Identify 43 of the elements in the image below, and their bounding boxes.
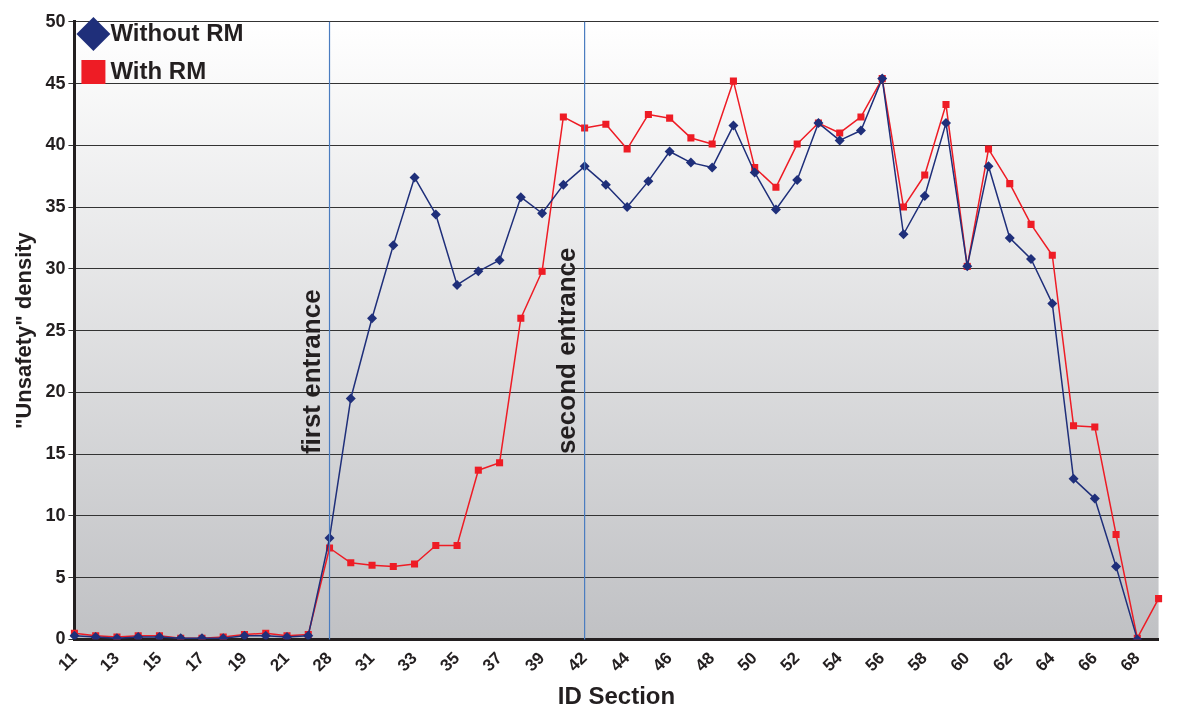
- x-tick-label: 44: [606, 647, 634, 676]
- y-tick-label: 15: [45, 443, 66, 464]
- x-tick-label: 28: [308, 648, 336, 676]
- x-tick-label: 54: [819, 647, 847, 676]
- x-tick-label: 58: [904, 648, 931, 676]
- x-tick-label: 48: [691, 648, 719, 676]
- x-tick-label: 15: [138, 648, 166, 676]
- y-tick-label: 20: [45, 381, 66, 402]
- x-tick-label: 46: [648, 648, 676, 676]
- y-tick-label: 30: [45, 257, 66, 278]
- x-tick-label: 37: [478, 648, 506, 676]
- x-tick-label: 17: [181, 648, 209, 676]
- x-tick-label: 21: [266, 648, 294, 676]
- x-tick-label: 13: [96, 648, 124, 676]
- x-tick-label: 56: [861, 648, 889, 676]
- ref-line-label: second entrance: [550, 247, 581, 455]
- x-tick-label: 42: [563, 648, 591, 676]
- x-tick-label: 31: [351, 648, 379, 676]
- x-tick-label: 66: [1074, 648, 1101, 676]
- y-tick-label: 10: [45, 504, 66, 525]
- x-tick-label: 19: [223, 648, 251, 676]
- x-tick-label: 35: [436, 648, 464, 676]
- y-tick-label: 5: [55, 566, 66, 587]
- ref-line-label: first entrance: [295, 289, 326, 455]
- x-tick-label: 68: [1116, 648, 1144, 676]
- x-tick-label: 64: [1031, 647, 1059, 676]
- x-tick-label: 60: [946, 648, 974, 676]
- y-tick-label: 45: [45, 72, 66, 93]
- legend-label: Without RM: [110, 18, 244, 46]
- x-tick-label: 11: [54, 648, 81, 675]
- y-tick-label: 0: [55, 628, 66, 649]
- x-axis-title: ID Section: [557, 682, 676, 710]
- legend-label: With RM: [110, 56, 207, 84]
- x-tick-label: 33: [393, 648, 421, 676]
- y-tick-label: 35: [45, 196, 66, 217]
- x-tick-label: 62: [989, 648, 1016, 676]
- y-tick-label: 50: [45, 10, 66, 31]
- y-tick-label: 25: [45, 319, 66, 340]
- x-tick-label: 50: [734, 648, 761, 676]
- x-tick-label: 39: [521, 648, 549, 676]
- x-tick-label: 52: [776, 648, 804, 676]
- y-axis-title: "Unsafety" density: [11, 231, 37, 430]
- y-tick-label: 40: [45, 134, 66, 155]
